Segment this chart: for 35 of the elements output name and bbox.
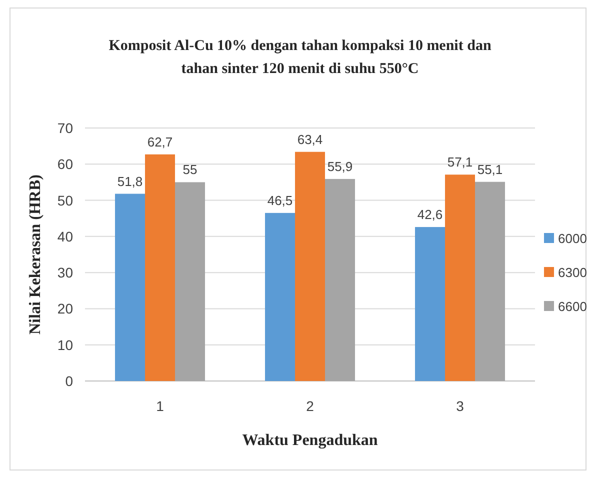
bar <box>265 212 295 381</box>
x-tick-label: 2 <box>306 398 314 414</box>
data-label: 51,8 <box>117 174 143 189</box>
y-tick-label: 20 <box>57 300 74 317</box>
bar <box>175 182 205 381</box>
legend-label: 6000 <box>558 231 587 246</box>
data-label: 42,6 <box>417 207 443 222</box>
data-label: 55,9 <box>327 158 353 174</box>
legend-label: 6300 <box>558 265 587 280</box>
bar <box>475 182 505 381</box>
legend-label: 6600 <box>558 299 587 314</box>
data-label: 62,7 <box>147 134 173 150</box>
y-tick-label: 70 <box>57 120 74 136</box>
data-label: 46,5 <box>267 192 293 208</box>
y-axis-title: Nilai Kekerasan (HRB) <box>27 174 44 334</box>
bar <box>145 154 175 381</box>
y-tick-label: 50 <box>57 192 74 208</box>
x-tick-label: 1 <box>156 398 164 414</box>
y-tick-label: 30 <box>57 264 74 281</box>
bar <box>295 152 325 381</box>
data-label: 63,4 <box>297 132 323 147</box>
data-label: 55,1 <box>477 162 503 177</box>
y-tick-label: 10 <box>57 336 74 353</box>
bar <box>325 178 355 381</box>
y-tick-label: 0 <box>65 373 74 389</box>
chart-title: Komposit Al-Cu 10% dengan tahan kompaksi 10 menit dan tahan sinter 120 menit di suhu 550°C <box>108 38 492 77</box>
data-label: 55 <box>182 162 198 178</box>
bar <box>445 174 475 381</box>
x-tick-label: 3 <box>456 398 464 414</box>
bar <box>415 227 445 381</box>
data-label: 57,1 <box>447 154 473 170</box>
y-tick-label: 40 <box>57 228 74 244</box>
x-axis-title: Waktu Pengadukan <box>242 432 378 449</box>
y-tick-label: 60 <box>57 156 74 172</box>
bar <box>115 194 145 381</box>
